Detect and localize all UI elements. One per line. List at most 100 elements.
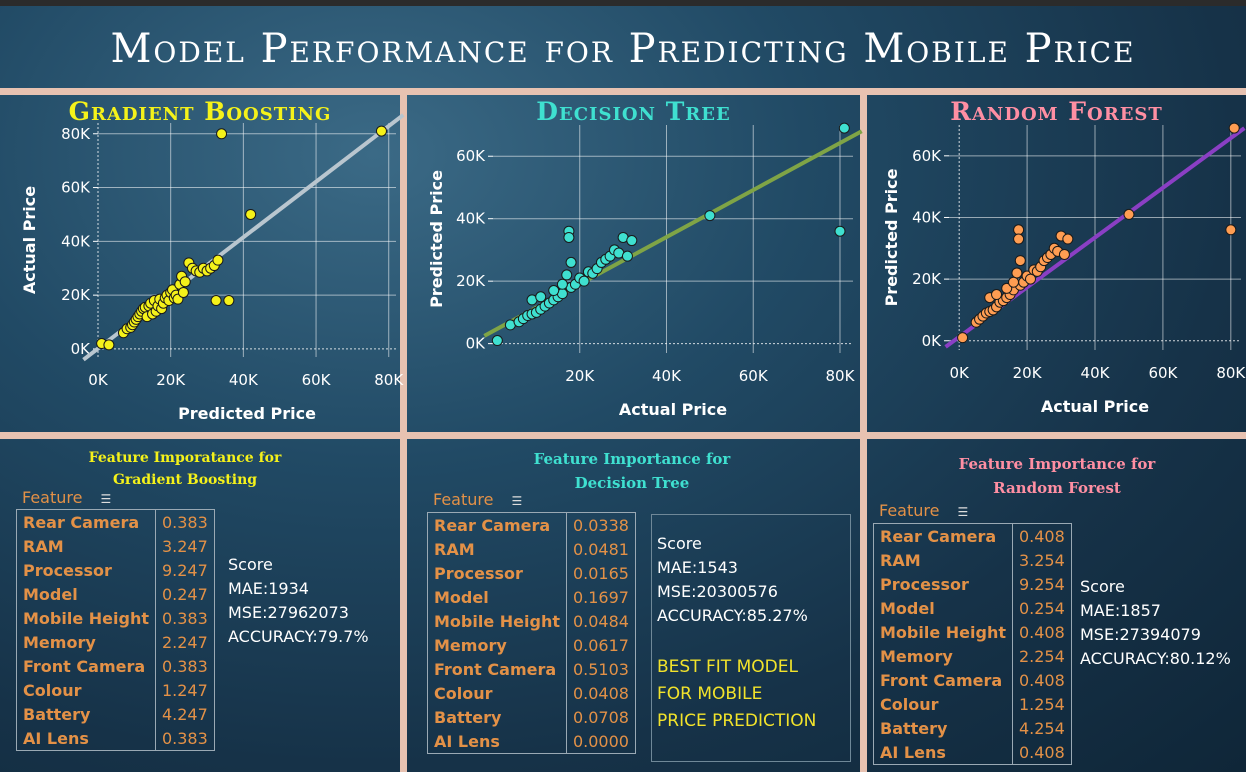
feature-row: Front Camera 0.383 xyxy=(16,654,215,678)
dt-feature-title-line1: Feature Importance for xyxy=(533,450,731,468)
data-point xyxy=(1013,233,1025,245)
data-point xyxy=(991,289,1003,301)
data-point xyxy=(563,231,575,243)
x-axis-label: Predicted Price xyxy=(178,404,316,423)
y-axis-label: Actual Price xyxy=(20,186,39,294)
gb-feature-panel: Feature Imporatance for Gradient Boostin… xyxy=(0,439,400,772)
feature-row: Model 0.1697 xyxy=(427,585,636,609)
feature-name: Front Camera xyxy=(16,654,156,678)
feature-value: 0.408 xyxy=(1018,526,1065,546)
feature-value: 0.254 xyxy=(1018,598,1065,618)
feature-row: Colour 1.247 xyxy=(16,678,215,702)
x-axis-label: Actual Price xyxy=(1041,397,1149,416)
gb-mae: MAE:1934 xyxy=(228,579,309,598)
filter-icon[interactable]: ☰ xyxy=(100,492,112,506)
feature-row: Rear Camera 0.383 xyxy=(16,509,215,534)
x-axis-label: Actual Price xyxy=(619,400,727,419)
feature-name: AI Lens xyxy=(16,726,156,751)
feature-name: Front Camera xyxy=(427,657,567,681)
x-tick-label: 80K xyxy=(826,367,856,385)
feature-name: RAM xyxy=(427,537,567,561)
data-point xyxy=(210,295,222,307)
feature-value: 3.247 xyxy=(161,536,208,556)
data-point xyxy=(704,210,716,222)
data-point xyxy=(1228,122,1240,134)
filter-icon[interactable]: ☰ xyxy=(957,505,969,519)
feature-row: Battery 4.247 xyxy=(16,702,215,726)
rf-mse: MSE:27394079 xyxy=(1080,625,1201,644)
x-tick-label: 0K xyxy=(88,371,109,389)
data-point xyxy=(556,278,568,290)
rf-feature-title-line2: Random Forest xyxy=(993,479,1121,497)
data-point xyxy=(245,208,257,220)
feature-value: 0.383 xyxy=(161,656,208,676)
data-point xyxy=(375,125,387,137)
feature-name: Memory xyxy=(427,633,567,657)
feature-name: Mobile Height xyxy=(873,620,1013,644)
page-title: Model Performance for Predicting Mobile … xyxy=(110,26,1136,72)
feature-value: 0.0408 xyxy=(572,683,629,703)
feature-value: 0.408 xyxy=(1018,670,1065,690)
data-point xyxy=(216,128,228,140)
data-point xyxy=(561,269,573,281)
gb-score-label: Score xyxy=(228,555,273,574)
y-axis-label: Predicted Price xyxy=(427,170,446,308)
feature-value: 1.247 xyxy=(161,680,208,700)
y-tick-label: 0K xyxy=(71,340,92,358)
data-point xyxy=(535,291,547,303)
x-tick-label: 40K xyxy=(229,371,259,389)
x-tick-label: 60K xyxy=(739,367,769,385)
rf-feature-title-line1: Feature Importance for xyxy=(958,455,1156,473)
rf-scatter-chart: 0K 20K 40K 60K 80K 0K 20K 40K 60K Actual Price Pre… xyxy=(882,122,1246,416)
data-point xyxy=(957,332,969,344)
feature-value: 0.383 xyxy=(161,512,208,532)
dt-feature-header-label: Feature xyxy=(433,490,494,509)
gb-feature-title: Feature Imporatance for Gradient Boostin… xyxy=(60,447,310,491)
feature-value: 0.0484 xyxy=(572,611,629,631)
feature-row: Mobile Height 0.383 xyxy=(16,606,215,630)
feature-name: Rear Camera xyxy=(427,512,567,537)
y-tick-label: 40K xyxy=(61,232,91,250)
feature-value: 9.254 xyxy=(1018,574,1065,594)
feature-row: Rear Camera 0.0338 xyxy=(427,512,636,537)
divider-left xyxy=(400,88,407,772)
top-border xyxy=(0,0,1246,6)
dt-scatter-chart: 20K 40K 60K 80K 0K 20K 40K 60K Actual Price Predi… xyxy=(427,122,863,419)
rf-feature-panel: Feature Importance for Random Forest Fea… xyxy=(867,439,1246,772)
feature-row: Rear Camera 0.408 xyxy=(873,523,1072,548)
dt-feature-title: Feature Importance for Decision Tree xyxy=(487,447,777,495)
feature-row: AI Lens 0.408 xyxy=(873,740,1072,765)
rf-feature-table: Rear Camera 0.408 RAM 3.254 Processor 9.254 Mo… xyxy=(873,523,1072,765)
feature-name: Processor xyxy=(873,572,1013,596)
x-tick-label: 20K xyxy=(156,371,186,389)
dt-feature-panel: Feature Importance for Decision Tree Fea… xyxy=(407,439,860,772)
feature-row: Battery 4.254 xyxy=(873,716,1072,740)
filter-icon[interactable]: ☰ xyxy=(511,494,523,508)
gb-feature-header: Feature ☰ xyxy=(22,488,111,507)
x-tick-label: 80K xyxy=(374,371,404,389)
dt-feature-header: Feature ☰ xyxy=(433,490,522,509)
feature-name: Front Camera xyxy=(873,668,1013,692)
feature-name: Battery xyxy=(16,702,156,726)
feature-value: 0.0338 xyxy=(572,515,629,535)
rf-feature-title: Feature Importance for Random Forest xyxy=(917,452,1197,500)
rf-chart-panel: Random Forest 0K 20K 40K 60K 80K 0K 20K 40K 60K A… xyxy=(867,95,1246,432)
feature-value: 2.254 xyxy=(1018,646,1065,666)
feature-name: Mobile Height xyxy=(427,609,567,633)
feature-name: Processor xyxy=(427,561,567,585)
best-fit-line2: FOR MOBILE xyxy=(657,684,763,704)
data-point xyxy=(834,225,846,237)
data-point xyxy=(1062,233,1074,245)
rf-chart-title: Random Forest xyxy=(950,97,1163,126)
dt-chart-title: Decision Tree xyxy=(536,97,731,126)
feature-row: Processor 9.247 xyxy=(16,558,215,582)
feature-value: 0.0708 xyxy=(572,707,629,727)
y-tick-label: 0K xyxy=(466,335,487,353)
gb-mse: MSE:27962073 xyxy=(228,603,349,622)
feature-value: 0.0165 xyxy=(572,563,629,583)
feature-value: 1.254 xyxy=(1018,694,1065,714)
feature-row: RAM 3.254 xyxy=(873,548,1072,572)
feature-name: Battery xyxy=(427,705,567,729)
data-point xyxy=(548,285,560,297)
feature-row: Processor 0.0165 xyxy=(427,561,636,585)
